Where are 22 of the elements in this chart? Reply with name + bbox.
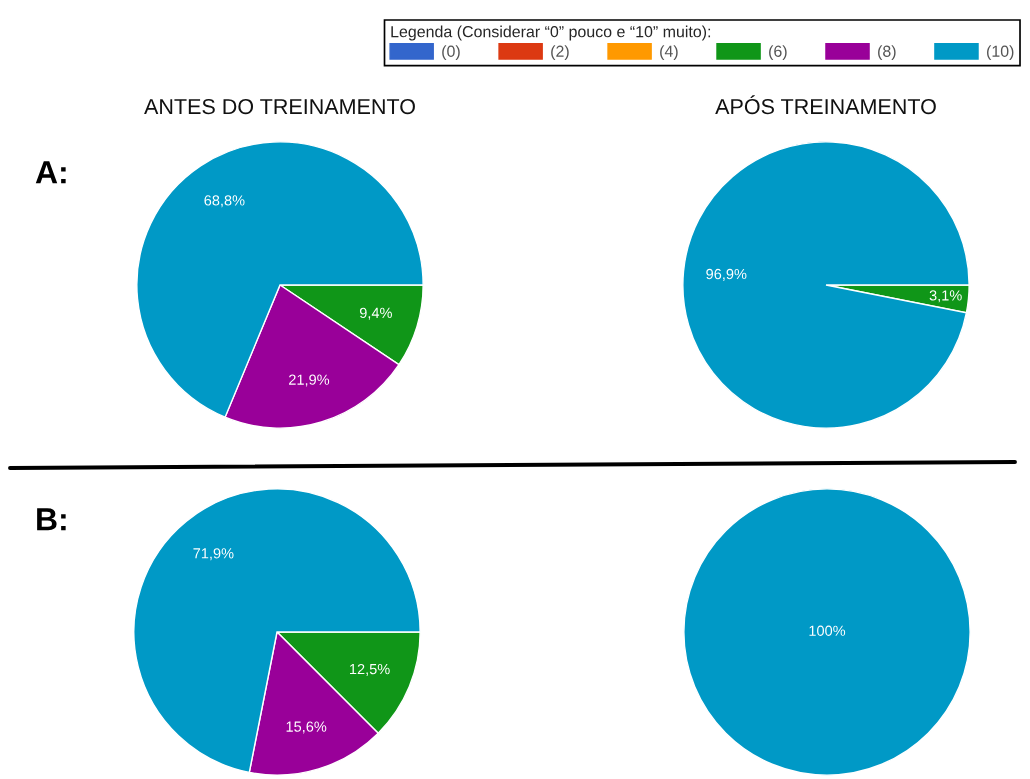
legend-label: (10) xyxy=(987,45,1014,61)
data-label: 15,6% xyxy=(286,721,327,734)
legend-label: (0) xyxy=(442,45,460,61)
legend-label: (2) xyxy=(551,45,569,61)
chart-title: APÓS TREINAMENTO xyxy=(715,95,936,115)
text: B: xyxy=(37,508,66,531)
data-label: 21,9% xyxy=(289,374,330,387)
data-label: 9,4% xyxy=(359,307,392,320)
legend-label: (4) xyxy=(660,45,678,61)
legend-title: Legenda (Considerar “0” pouco e “10” muito): xyxy=(391,25,711,41)
data-label: 3,1% xyxy=(929,290,962,303)
data-label: 96,9% xyxy=(706,268,747,281)
data-label: 100% xyxy=(809,625,846,636)
pie-slice xyxy=(133,488,421,774)
legend-label: (8) xyxy=(878,45,896,61)
data-label: 68,8% xyxy=(204,195,245,208)
text: A: xyxy=(35,161,66,184)
text: ANTES DO TREINAMENTO xyxy=(144,98,415,115)
data-label: 71,9% xyxy=(193,548,234,561)
legend-label: (6) xyxy=(769,45,787,61)
pie-slice xyxy=(682,141,970,429)
data-label: 12,5% xyxy=(350,663,390,676)
